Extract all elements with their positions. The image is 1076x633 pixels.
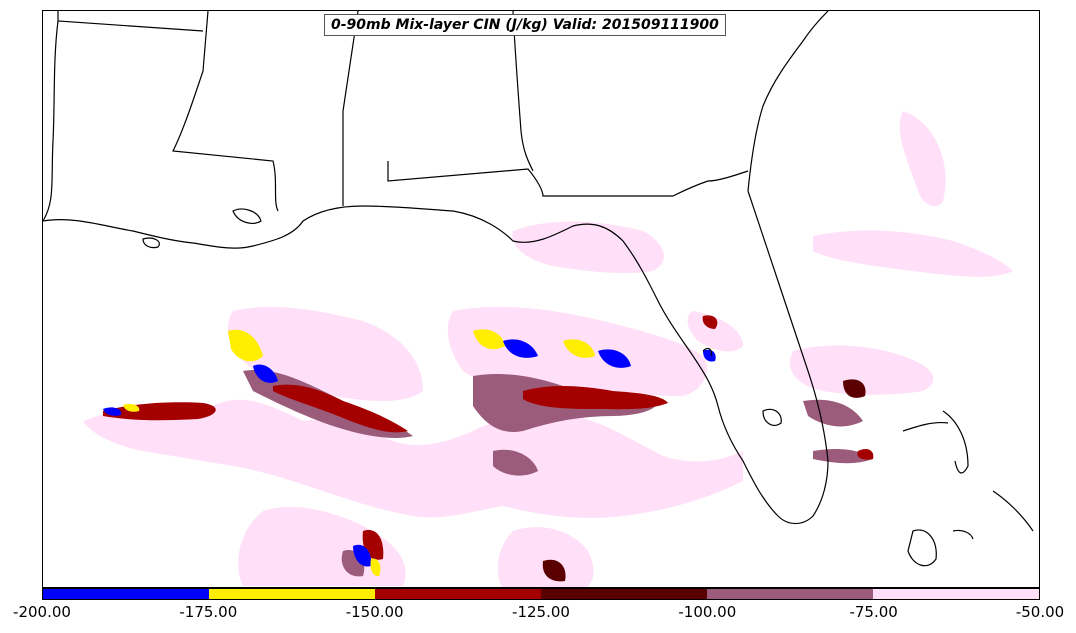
colorbar-tick-label: -150.00 xyxy=(345,603,404,621)
colorbar-bin-1 xyxy=(43,589,209,599)
colorbar-tick-label: -200.00 xyxy=(13,603,71,621)
cin-field-extreme xyxy=(103,329,716,577)
geographic-boundaries xyxy=(43,11,1034,567)
colorbar-tick-label: -125.00 xyxy=(512,603,570,621)
colorbar-bin-4 xyxy=(541,589,707,599)
colorbar xyxy=(42,588,1040,600)
colorbar-tick-label: -175.00 xyxy=(179,603,238,621)
colorbar-bin-3 xyxy=(375,589,541,599)
map-panel xyxy=(42,10,1040,588)
cin-field-light xyxy=(83,111,1013,587)
colorbar-tick-labels: -200.00 -175.00 -150.00 -125.00 -100.00 … xyxy=(0,601,1076,631)
colorbar-tick-label: -75.00 xyxy=(849,603,898,621)
colorbar-bin-6 xyxy=(873,589,1039,599)
colorbar-bin-2 xyxy=(209,589,375,599)
colorbar-bin-5 xyxy=(707,589,873,599)
colorbar-tick-label: -100.00 xyxy=(678,603,737,621)
cin-map xyxy=(43,11,1034,587)
map-title: 0-90mb Mix-layer CIN (J/kg) Valid: 20150… xyxy=(324,14,726,36)
colorbar-tick-label: -50.00 xyxy=(1015,603,1065,621)
